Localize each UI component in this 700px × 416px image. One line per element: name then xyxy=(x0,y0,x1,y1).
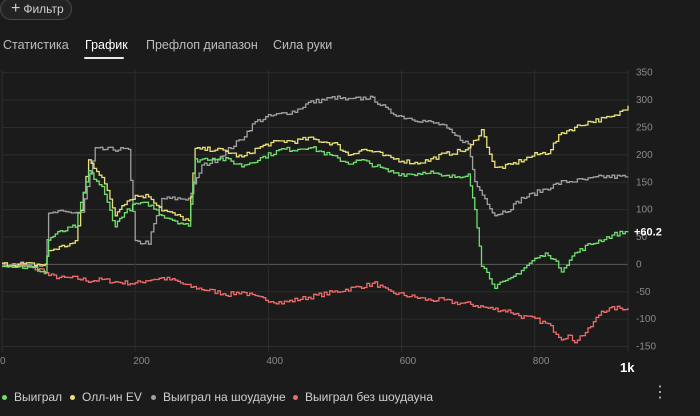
x-end-label: 1k xyxy=(620,360,635,375)
legend-dot-icon xyxy=(2,394,7,400)
legend-label: Выиграл без шоудауна xyxy=(305,390,433,404)
tab-preflop-range[interactable]: Префлоп диапазон xyxy=(146,38,258,52)
end-value-label: +60.2 xyxy=(634,227,662,239)
y-tick-label: 100 xyxy=(636,205,653,216)
legend-dot-icon xyxy=(293,394,298,400)
series-line xyxy=(2,146,629,289)
legend-label: Выиграл на шоудауне xyxy=(163,390,286,404)
x-tick-label: 0 xyxy=(0,356,6,367)
plus-icon: + xyxy=(11,0,21,17)
more-options-icon[interactable]: ⋮ xyxy=(652,384,668,401)
tab-graph[interactable]: График xyxy=(85,38,128,52)
series-line xyxy=(2,262,629,344)
chart-legend: Выиграл Олл-ин EV Выиграл на шоудауне Вы… xyxy=(0,386,700,408)
filter-button[interactable]: + Фильтр xyxy=(0,0,72,20)
legend-dot-icon xyxy=(151,394,156,400)
tab-statistics[interactable]: Статистика xyxy=(3,38,69,52)
legend-dot-icon xyxy=(70,394,75,400)
active-tab-underline xyxy=(84,57,124,59)
tab-bar: Статистика График Префлоп диапазон Сила … xyxy=(0,38,700,62)
y-tick-label: -150 xyxy=(636,342,656,353)
series-line xyxy=(2,95,629,268)
x-tick-label: 600 xyxy=(400,356,417,367)
y-tick-label: 250 xyxy=(636,122,653,133)
y-tick-label: 350 xyxy=(636,68,653,79)
legend-item-won-without-showdown[interactable]: Выиграл без шоудауна xyxy=(293,390,433,404)
legend-item-allin-ev[interactable]: Олл-ин EV xyxy=(70,390,142,404)
y-tick-label: 150 xyxy=(636,177,653,188)
tab-hand-strength[interactable]: Сила руки xyxy=(273,38,333,52)
x-tick-label: 800 xyxy=(533,356,550,367)
series-line xyxy=(2,105,629,268)
y-tick-label: 50 xyxy=(636,232,648,243)
y-tick-label: 0 xyxy=(636,259,642,270)
legend-item-won[interactable]: Выиграл xyxy=(2,390,62,404)
winnings-chart: 350 300 250 200 150 100 50 0 -50 -100 -150 0 200 400 6… xyxy=(0,68,662,375)
legend-item-won-at-showdown[interactable]: Выиграл на шоудауне xyxy=(151,390,286,404)
y-tick-label: 300 xyxy=(636,95,653,106)
filter-button-label: Фильтр xyxy=(23,2,64,16)
y-tick-label: -100 xyxy=(636,314,656,325)
y-tick-label: 200 xyxy=(636,150,653,161)
x-tick-label: 200 xyxy=(133,356,150,367)
x-tick-label: 400 xyxy=(266,356,283,367)
legend-label: Олл-ин EV xyxy=(82,390,142,404)
legend-label: Выиграл xyxy=(14,390,63,404)
y-tick-label: -50 xyxy=(636,287,651,298)
